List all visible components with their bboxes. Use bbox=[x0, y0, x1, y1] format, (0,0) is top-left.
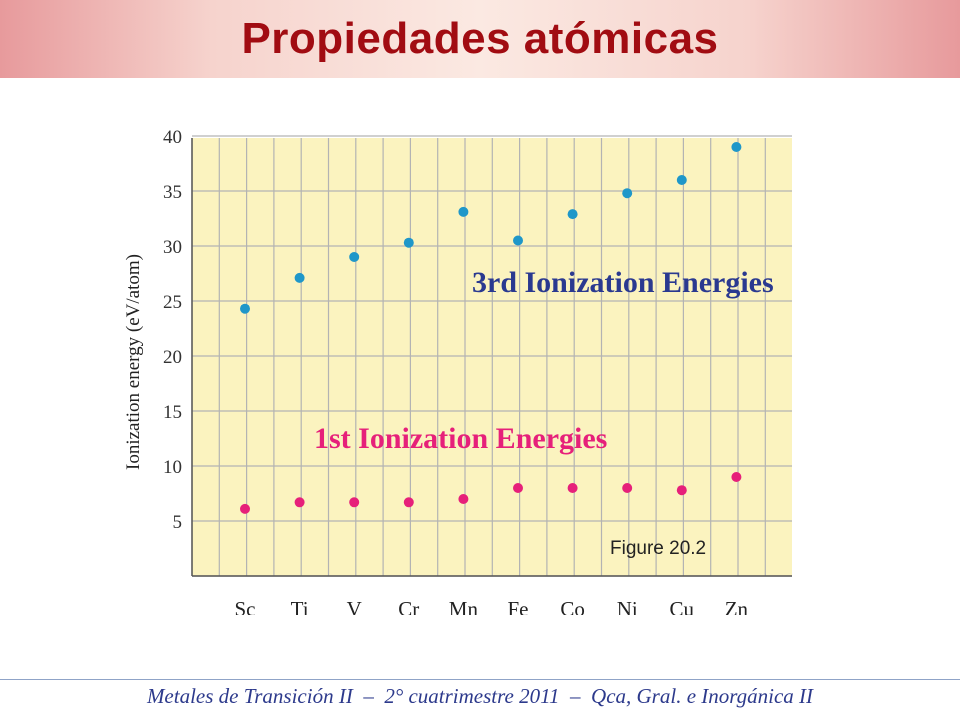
chart-axes bbox=[191, 138, 792, 577]
x-tick-label: Mn bbox=[449, 597, 479, 615]
ionization-energy-chart: 5 10 15 20 25 30 35 40 Sc Ti V Cr Mn Fe Co Ni Cu Zn Ioni… bbox=[123, 127, 792, 615]
data-point-3rd-ionization bbox=[513, 235, 523, 246]
data-point-1st-ionization bbox=[676, 485, 687, 496]
y-tick-label: 40 bbox=[163, 127, 182, 148]
y-tick-label: 10 bbox=[163, 457, 182, 478]
data-point-1st-ionization bbox=[731, 472, 742, 482]
y-tick-label: 30 bbox=[163, 237, 182, 258]
data-point-1st-ionization bbox=[567, 483, 578, 493]
x-tick-label: Sc bbox=[235, 597, 256, 615]
y-tick-label: 20 bbox=[163, 347, 182, 368]
slide-title: Propiedades atómicas bbox=[241, 14, 719, 63]
x-tick-label: V bbox=[347, 597, 362, 615]
series-label-1st-ionization: 1st Ionization Energies bbox=[314, 422, 607, 455]
y-tick-label: 35 bbox=[163, 182, 182, 203]
x-tick-label: Zn bbox=[725, 597, 749, 615]
data-point-3rd-ionization bbox=[294, 272, 305, 283]
data-point-3rd-ionization bbox=[622, 188, 633, 199]
data-point-1st-ionization bbox=[403, 497, 414, 508]
y-axis-label: Ionization energy (eV/atom) bbox=[123, 254, 144, 470]
data-point-1st-ionization bbox=[349, 497, 360, 508]
data-point-3rd-ionization bbox=[349, 252, 360, 262]
x-tick-label: Cu bbox=[670, 597, 695, 615]
x-tick-label: Cr bbox=[398, 597, 419, 615]
y-tick-label: 25 bbox=[163, 292, 182, 313]
data-point-1st-ionization bbox=[622, 483, 633, 493]
data-point-1st-ionization bbox=[240, 503, 250, 514]
slide-footer: Metales de Transición II – 2° cuatrimest… bbox=[146, 684, 814, 708]
title-bar bbox=[0, 0, 960, 78]
data-point-1st-ionization bbox=[513, 483, 523, 493]
data-point-3rd-ionization bbox=[731, 142, 742, 152]
y-tick-label: 15 bbox=[163, 402, 182, 423]
data-point-3rd-ionization bbox=[240, 303, 250, 314]
data-point-3rd-ionization bbox=[676, 175, 687, 185]
x-tick-label: Co bbox=[560, 597, 585, 615]
footer-divider bbox=[0, 679, 960, 680]
data-point-1st-ionization bbox=[458, 494, 469, 504]
data-point-3rd-ionization bbox=[403, 237, 414, 248]
data-point-1st-ionization bbox=[294, 497, 305, 508]
vertical-gridlines bbox=[191, 138, 766, 576]
y-tick-labels: 5 10 15 20 25 30 35 40 bbox=[163, 127, 182, 533]
x-tick-label: Ni bbox=[617, 597, 638, 615]
data-point-3rd-ionization bbox=[567, 209, 578, 220]
figure-caption: Figure 20.2 bbox=[610, 538, 706, 559]
x-tick-label: Fe bbox=[508, 597, 529, 615]
x-tick-labels: Sc Ti V Cr Mn Fe Co Ni Cu Zn bbox=[235, 597, 749, 615]
series-label-3rd-ionization: 3rd Ionization Energies bbox=[472, 266, 774, 299]
x-tick-label: Ti bbox=[291, 597, 309, 615]
y-tick-label: 5 bbox=[173, 512, 183, 533]
data-point-3rd-ionization bbox=[458, 206, 469, 217]
data-points bbox=[240, 142, 742, 514]
